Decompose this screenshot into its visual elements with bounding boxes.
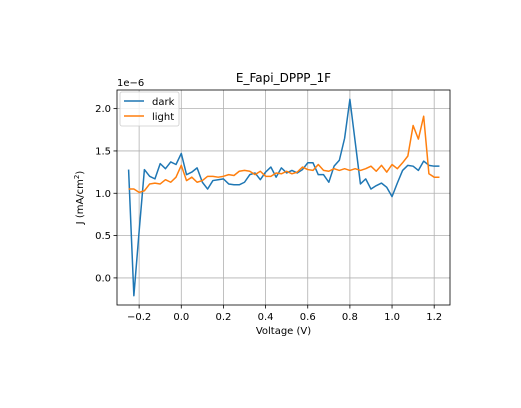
series-line-light	[128, 115, 440, 194]
x-tick-label: 1.2	[426, 312, 442, 323]
x-tick-label: 0.6	[300, 312, 316, 323]
grid-lines	[117, 90, 450, 305]
y-axis-label: J (mA/cm2)	[73, 171, 86, 226]
x-tick-label: 0.2	[215, 312, 231, 323]
legend-label-dark: dark	[152, 97, 175, 108]
y-tick-label: 2.0	[95, 104, 111, 115]
x-ticks: −0.2 0.0 0.2 0.4 0.6 0.8 1.0 1.2	[127, 305, 442, 323]
x-tick-label: 0.8	[342, 312, 358, 323]
y-axis-label-main: J (mA/cm	[75, 179, 86, 225]
series-lines	[127, 98, 440, 297]
plot-frame	[116, 89, 451, 306]
y-ticks: 0.0 0.5 1.0 1.5 2.0	[95, 104, 117, 284]
x-axis-label: Voltage (V)	[256, 326, 311, 337]
legend-label-light: light	[152, 112, 174, 123]
y-axis-label-close: )	[75, 171, 86, 175]
y-offset-text: 1e−6	[117, 78, 144, 89]
y-tick-label: 1.5	[95, 146, 111, 157]
x-tick-label: 0.0	[173, 312, 189, 323]
y-tick-label: 0.0	[95, 273, 111, 284]
legend: dark light	[119, 91, 180, 127]
x-tick-label: −0.2	[127, 312, 151, 323]
x-tick-label: 1.0	[384, 312, 400, 323]
y-tick-label: 0.5	[95, 231, 111, 242]
y-tick-label: 1.0	[95, 189, 111, 200]
series-line-dark	[127, 98, 440, 297]
x-tick-label: 0.4	[258, 312, 274, 323]
chart-title: E_Fapi_DPPP_1F	[236, 71, 331, 85]
y-axis-label-superscript: 2	[73, 175, 81, 179]
